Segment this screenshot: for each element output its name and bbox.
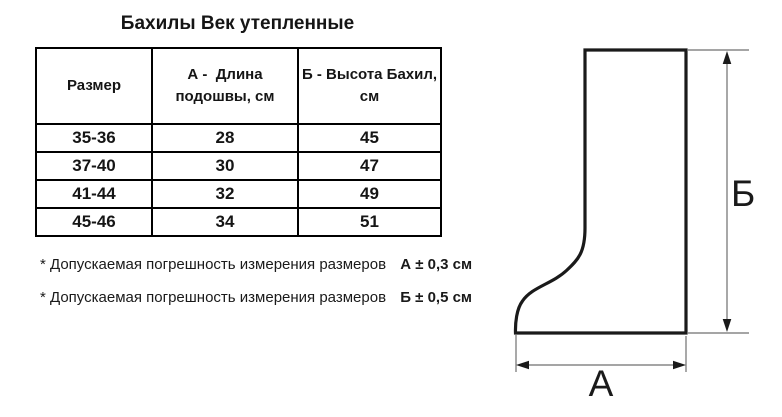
sole-length-cell: 32 — [151, 179, 299, 209]
boot-height-cell: 49 — [297, 179, 442, 209]
tolerance-note-a: * Допускаемая погрешность измерения разм… — [40, 256, 472, 273]
tolerance-value-b: Б ± 0,5 см — [400, 289, 473, 306]
arrow-right-icon — [673, 360, 686, 370]
boot-height-cell: 45 — [297, 123, 442, 153]
table-header-row: Размер А - Длина подошвы, см Б - Высота … — [35, 47, 442, 125]
size-cell: 45-46 — [35, 207, 153, 237]
sole-length-cell: 34 — [151, 207, 299, 237]
size-cell: 41-44 — [35, 179, 153, 209]
arrow-up-icon — [722, 51, 732, 64]
tolerance-note-text: * Допускаемая погрешность измерения разм… — [40, 256, 387, 273]
table-row: 35-36 28 45 — [35, 123, 442, 153]
table-row: 37-40 30 47 — [35, 151, 442, 181]
arrow-down-icon — [722, 319, 732, 332]
col-header-sole-length: А - Длина подошвы, см — [151, 47, 299, 125]
boot-height-cell: 47 — [297, 151, 442, 181]
tolerance-value-a: А ± 0,3 см — [400, 256, 473, 273]
arrow-left-icon — [516, 360, 529, 370]
height-dimension-label: Б — [731, 173, 755, 214]
boot-outline — [513, 48, 688, 335]
table-row: 45-46 34 51 — [35, 207, 442, 237]
boot-height-cell: 51 — [297, 207, 442, 237]
width-dimension-label: А — [589, 363, 614, 404]
col-header-boot-height: Б - Высота Бахил, см — [297, 47, 442, 125]
size-cell: 35-36 — [35, 123, 153, 153]
col-header-size: Размер — [35, 47, 153, 125]
size-table: Размер А - Длина подошвы, см Б - Высота … — [35, 47, 442, 237]
page-title: Бахилы Век утепленные — [120, 13, 355, 34]
tolerance-note-text: * Допускаемая погрешность измерения разм… — [40, 289, 387, 306]
sole-length-cell: 30 — [151, 151, 299, 181]
size-cell: 37-40 — [35, 151, 153, 181]
tolerance-note-b: * Допускаемая погрешность измерения разм… — [40, 289, 472, 306]
table-row: 41-44 32 49 — [35, 179, 442, 209]
sole-length-cell: 28 — [151, 123, 299, 153]
